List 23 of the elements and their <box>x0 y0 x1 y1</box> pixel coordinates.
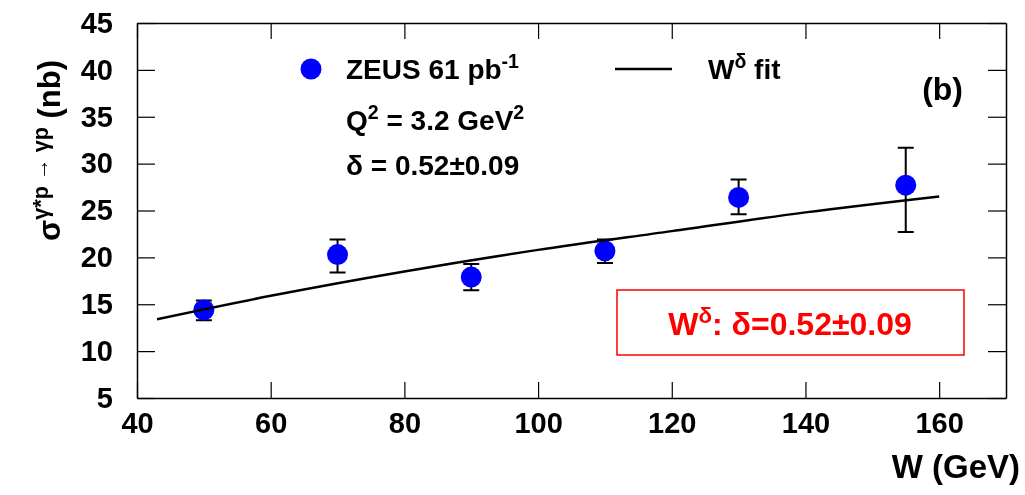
y-tick-label: 40 <box>80 53 113 86</box>
x-axis-title: W (GeV) <box>891 448 1020 485</box>
y-tick-label: 10 <box>80 334 113 367</box>
x-tick-label: 160 <box>915 406 964 439</box>
y-tick-label: 15 <box>80 288 113 321</box>
y-tick-label: 35 <box>80 100 113 133</box>
x-tick-label: 100 <box>514 406 563 439</box>
y-tick-label: 20 <box>80 241 113 274</box>
y-tick-label: 45 <box>80 6 113 39</box>
annotation: W$^{δ}$: δ=0.52±0.09 <box>668 302 912 342</box>
x-tick-label: 80 <box>388 406 422 439</box>
y-tick-label: 5 <box>96 381 113 414</box>
annotation: Q$^{2}$ = 3.2 GeV$^{2}$ <box>346 101 525 136</box>
y-tick-label: 30 <box>80 147 113 180</box>
annotation: δ = 0.52±0.09 <box>346 150 520 181</box>
x-tick-label: 60 <box>255 406 288 439</box>
x-tick-label: 120 <box>648 406 697 439</box>
annotation: (b) <box>922 71 963 107</box>
y-tick-label: 25 <box>80 194 113 227</box>
legend-label: ZEUS 61 pb$^{-1}$ <box>346 50 520 85</box>
legend-label: W$^{δ}$ fit <box>708 50 781 85</box>
x-tick-label: 40 <box>121 406 154 439</box>
x-tick-label: 140 <box>781 406 831 439</box>
